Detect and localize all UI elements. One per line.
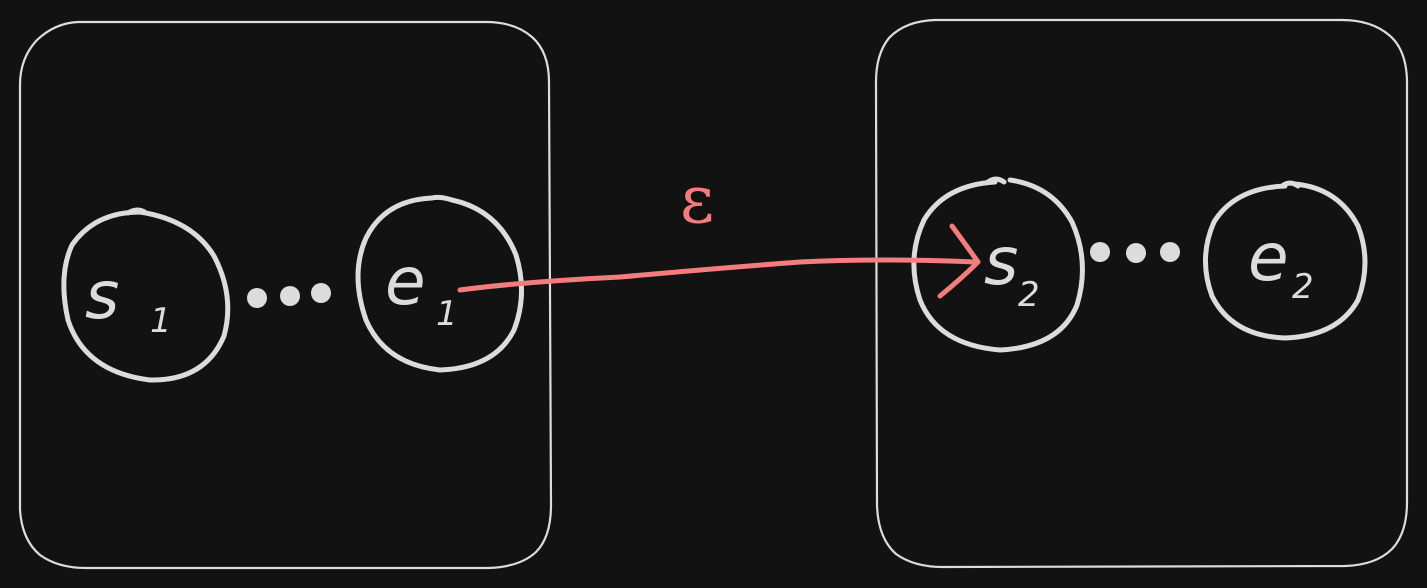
- ellipsis-left: [247, 283, 331, 308]
- epsilon-transition: ε: [457, 161, 981, 299]
- state-s2-main-label: s: [984, 223, 1018, 300]
- state-e1-main-label: e: [385, 243, 426, 320]
- state-s1-circle: [61, 207, 231, 383]
- ellipsis-right: [1090, 242, 1180, 263]
- state-e2-sub-label: 2: [1292, 267, 1314, 307]
- state-s1-sub-label: 1: [150, 301, 172, 341]
- state-e1-circle: [355, 194, 525, 373]
- state-e2-main-label: e: [1248, 219, 1289, 296]
- state-s2: s 2: [911, 176, 1085, 353]
- epsilon-transition-line: [457, 257, 978, 293]
- right-automaton-box: [874, 18, 1409, 569]
- epsilon-arrowhead: [937, 223, 981, 299]
- state-e2: e 2: [1202, 180, 1368, 341]
- state-e2-circle: [1202, 180, 1368, 341]
- state-s2-circle: [911, 176, 1085, 353]
- state-e1: e 1: [355, 194, 525, 373]
- state-s2-sub-label: 2: [1018, 275, 1040, 315]
- state-s1-main-label: s: [85, 257, 119, 334]
- epsilon-label: ε: [680, 161, 714, 238]
- state-e1-sub-label: 1: [436, 294, 458, 334]
- left-automaton-box: [18, 20, 553, 570]
- state-s1: s 1: [61, 207, 231, 383]
